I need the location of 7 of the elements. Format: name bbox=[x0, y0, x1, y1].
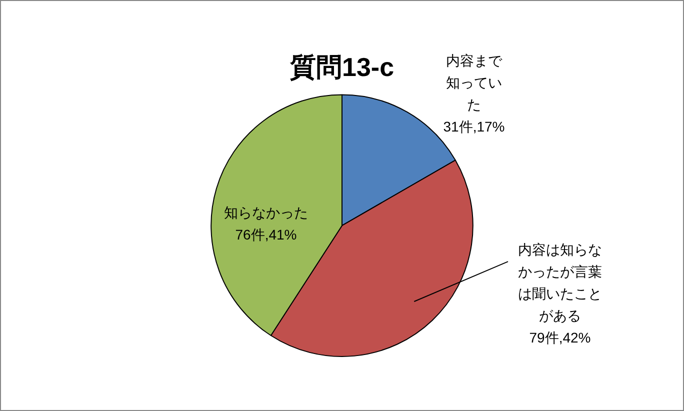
chart-title: 質問13-c bbox=[288, 52, 394, 82]
data-label: 79件,42% bbox=[529, 329, 591, 346]
data-label: 76件,41% bbox=[235, 226, 297, 242]
slice-label: 内容は知らなかったが言葉は聞いたことがある bbox=[518, 241, 602, 324]
data-label: 31件,17% bbox=[443, 118, 505, 134]
slice-label: 知らなかった bbox=[224, 204, 308, 220]
slice-label: 内容まで知っていた bbox=[446, 52, 503, 112]
